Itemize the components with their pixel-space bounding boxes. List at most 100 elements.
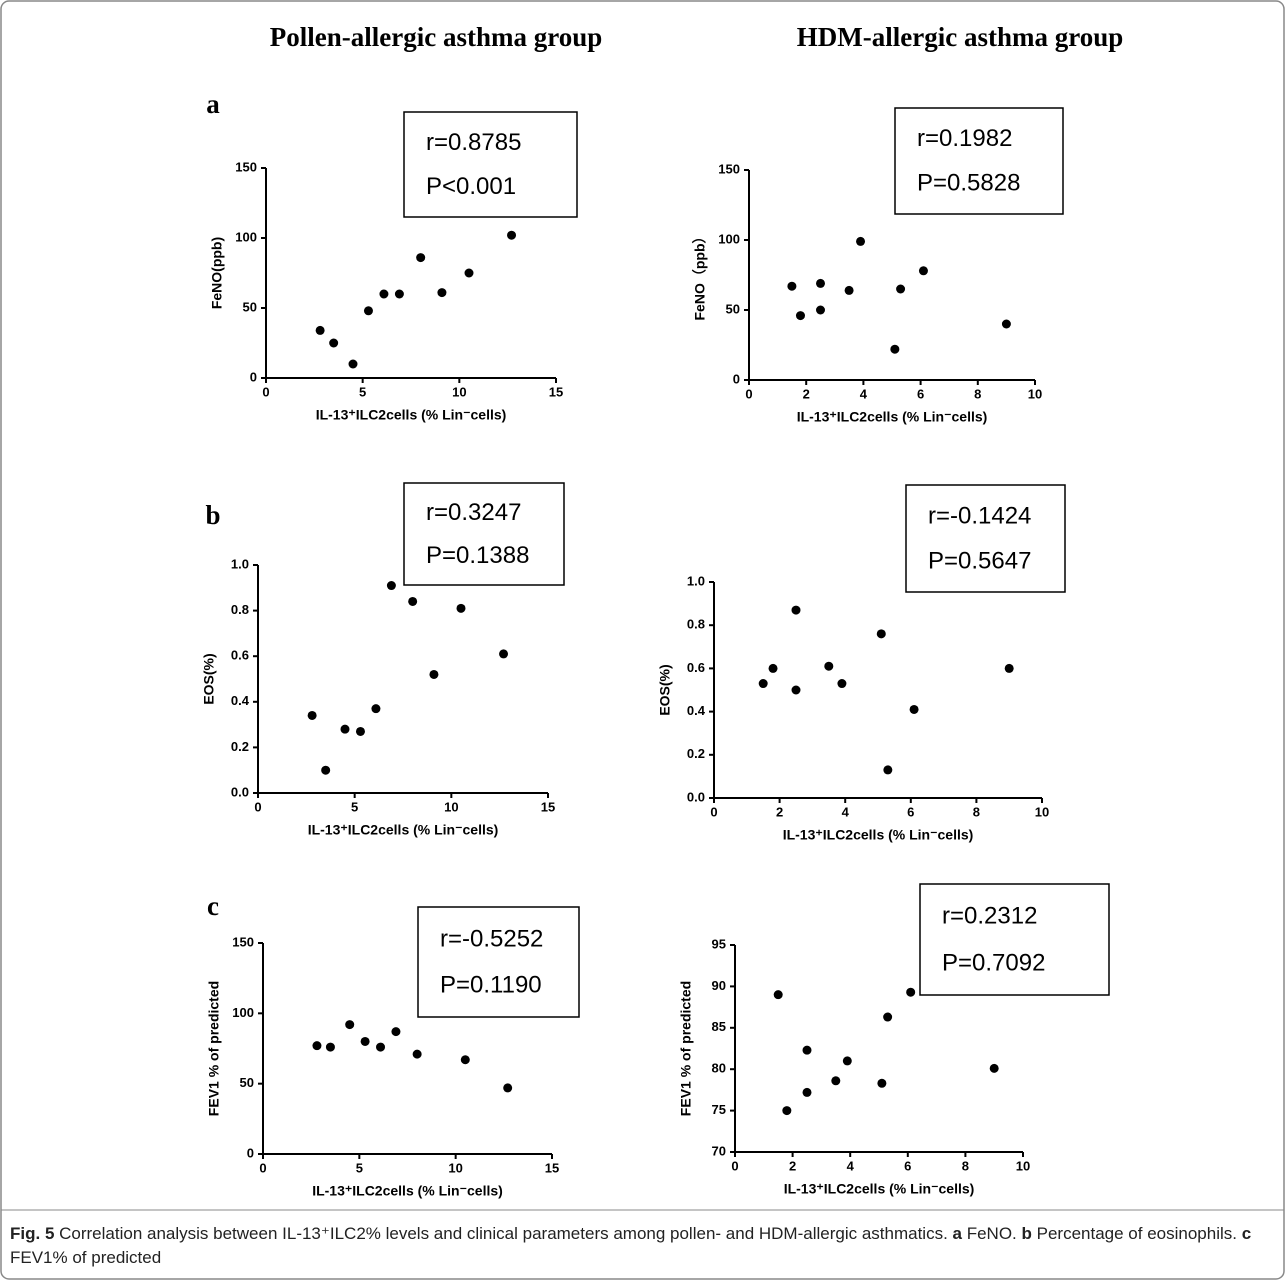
annotation: P<0.001	[426, 173, 516, 200]
x-axis-label: IL-13⁺ILC2cells (% Lin⁻cells)	[783, 827, 974, 843]
annotation: r=0.2312	[942, 903, 1037, 930]
y-tick-label: 0.6	[231, 648, 249, 663]
x-tick-label: 10	[448, 1160, 462, 1175]
point	[376, 1042, 386, 1052]
y-tick-label: 0.4	[231, 693, 250, 708]
x-tick-label: 15	[545, 1160, 559, 1175]
y-tick-label: 0.4	[687, 703, 706, 718]
x-tick-label: 4	[842, 804, 850, 819]
x-tick-label: 0	[745, 386, 752, 401]
point	[802, 1087, 812, 1097]
point	[360, 1036, 370, 1046]
x-tick-label: 15	[549, 384, 563, 399]
y-tick-label: 150	[235, 159, 257, 174]
y-tick-label: 50	[726, 301, 740, 316]
y-tick-label: 0.6	[687, 660, 705, 675]
x-tick-label: 6	[917, 386, 924, 401]
point	[1001, 319, 1011, 329]
y-tick-label: 1.0	[231, 556, 249, 571]
y-tick-label: 0.2	[687, 746, 705, 761]
y-tick-label: 90	[712, 978, 726, 993]
y-tick-label: 50	[243, 299, 257, 314]
y-tick-label: 0.0	[231, 784, 249, 799]
y-axis-label: FeNO（ppb）	[692, 230, 708, 321]
point	[321, 765, 331, 775]
x-tick-label: 10	[452, 384, 466, 399]
x-axis-label: IL-13⁺ILC2cells (% Lin⁻cells)	[308, 822, 499, 838]
point	[787, 281, 797, 291]
point	[456, 603, 466, 613]
x-tick-label: 10	[1028, 386, 1042, 401]
point	[412, 1049, 422, 1059]
point	[429, 669, 439, 679]
point	[345, 1020, 355, 1030]
x-tick-label: 5	[351, 799, 358, 814]
point	[791, 605, 801, 615]
y-tick-label: 0.2	[231, 739, 249, 754]
point	[782, 1106, 792, 1116]
point	[918, 266, 928, 276]
y-axis-label: EOS(%)	[201, 653, 217, 704]
point	[1004, 663, 1014, 673]
point	[791, 685, 801, 695]
point	[856, 236, 866, 246]
x-tick-label: 10	[1035, 804, 1049, 819]
x-tick-label: 0	[259, 1160, 266, 1175]
point	[312, 1041, 322, 1051]
caption-text: FeNO.	[962, 1224, 1022, 1243]
point	[416, 253, 426, 263]
y-tick-label: 95	[712, 936, 726, 951]
y-tick-label: 0.8	[231, 602, 249, 617]
point	[329, 338, 339, 348]
y-tick-label: 0	[247, 1145, 254, 1160]
y-tick-label: 85	[712, 1019, 726, 1034]
point	[802, 1045, 812, 1055]
caption-text: Correlation analysis between IL-13⁺ILC2%…	[54, 1224, 953, 1243]
point	[507, 230, 517, 240]
y-axis-label: EOS(%)	[657, 664, 673, 715]
point	[363, 306, 373, 316]
point	[906, 987, 916, 997]
caption-text: Fig. 5	[10, 1224, 55, 1243]
x-tick-label: 10	[1016, 1158, 1030, 1173]
annotation-box	[919, 883, 1110, 996]
point	[842, 1056, 852, 1066]
x-tick-label: 0	[262, 384, 269, 399]
point	[883, 765, 893, 775]
point	[355, 726, 365, 736]
point	[348, 359, 358, 369]
x-axis-label: IL-13⁺ILC2cells (% Lin⁻cells)	[797, 409, 988, 425]
x-tick-label: 2	[776, 804, 783, 819]
x-tick-label: 10	[444, 799, 458, 814]
annotation: P=0.1190	[440, 972, 542, 999]
y-tick-label: 150	[718, 161, 740, 176]
point	[896, 284, 906, 294]
annotation-box	[417, 906, 580, 1018]
y-tick-label: 150	[232, 934, 254, 949]
annotation: P=0.7092	[942, 949, 1045, 976]
y-axis-label: FeNO(ppb)	[209, 237, 225, 309]
y-tick-label: 70	[712, 1143, 726, 1158]
point	[340, 724, 350, 734]
x-tick-label: 0	[731, 1158, 738, 1173]
point	[386, 581, 396, 591]
point	[379, 289, 389, 299]
x-tick-label: 6	[907, 804, 914, 819]
x-tick-label: 8	[973, 804, 980, 819]
annotation: P=0.5828	[917, 170, 1020, 197]
point	[816, 305, 825, 315]
point	[758, 679, 768, 689]
y-tick-label: 0.8	[687, 617, 705, 632]
x-axis-label: IL-13⁺ILC2cells (% Lin⁻cells)	[784, 1181, 975, 1197]
panel-label: c	[207, 891, 219, 921]
y-tick-label: 0	[733, 371, 740, 386]
x-tick-label: 5	[359, 384, 366, 399]
x-axis-label: IL-13⁺ILC2cells (% Lin⁻cells)	[316, 407, 507, 423]
point	[876, 629, 886, 639]
point	[371, 704, 381, 714]
caption-text: b	[1021, 1224, 1032, 1243]
caption-text: FEV1% of predicted	[10, 1248, 162, 1267]
panel-label: b	[205, 500, 220, 530]
